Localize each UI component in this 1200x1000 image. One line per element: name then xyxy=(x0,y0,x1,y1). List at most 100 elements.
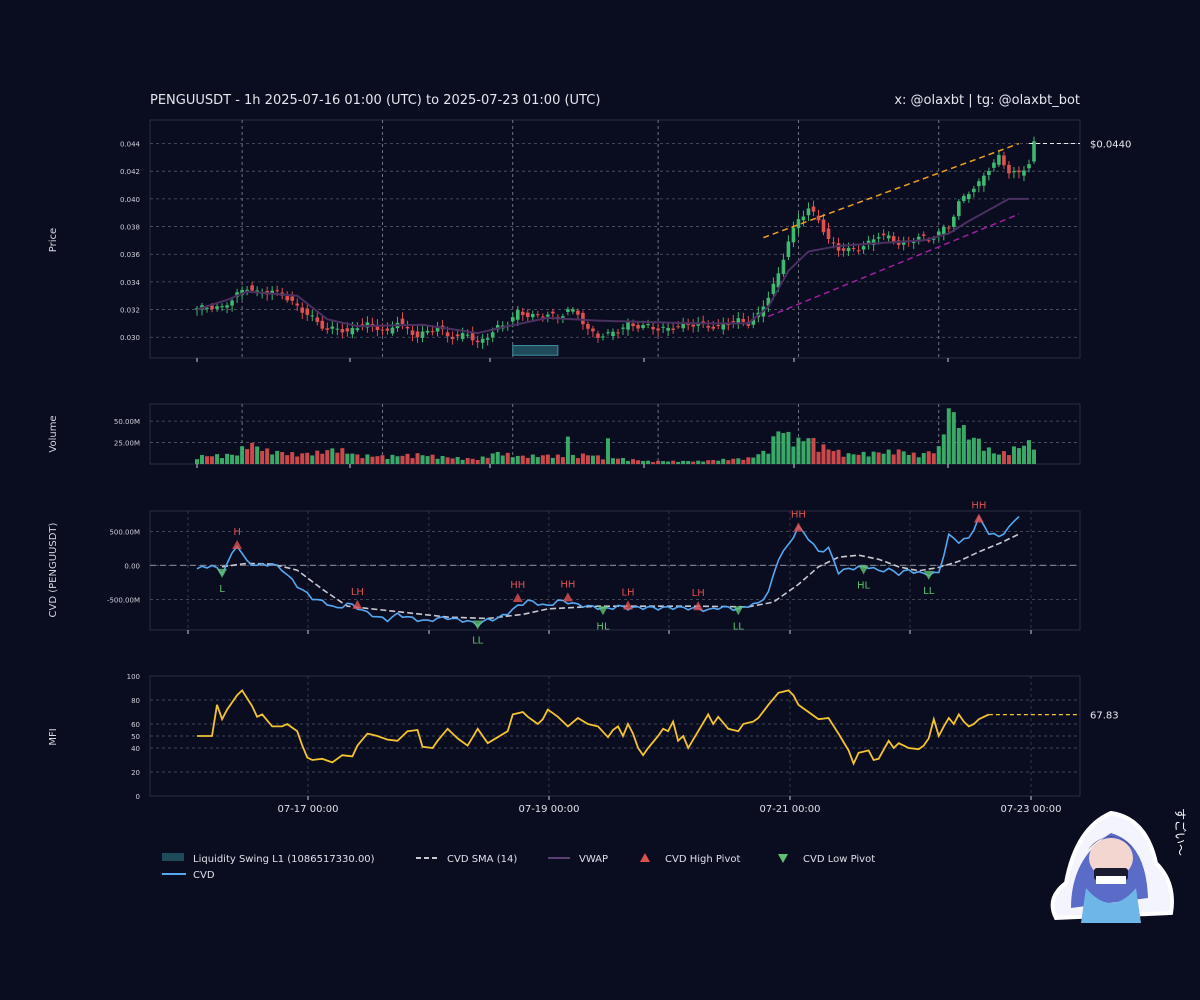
candle-body xyxy=(791,227,796,243)
candle-body xyxy=(536,314,540,316)
volume-bar xyxy=(395,456,400,464)
volume-bar xyxy=(350,453,355,464)
cvd-high-pivot-marker xyxy=(693,601,704,611)
volume-bar xyxy=(961,425,966,464)
candle-body xyxy=(831,242,836,244)
volume-bar xyxy=(911,452,916,464)
volume-bar xyxy=(260,450,265,464)
candle-body xyxy=(731,321,736,323)
cvd-pivot-label: LH xyxy=(692,588,705,599)
candle-body xyxy=(1032,141,1036,162)
volume-bar xyxy=(651,462,656,464)
volume-bar xyxy=(711,459,716,464)
volume-bar xyxy=(590,455,595,464)
volume-bar xyxy=(440,455,445,464)
candle-body xyxy=(641,324,645,328)
candle-body xyxy=(450,336,455,339)
volume-bar xyxy=(370,456,375,464)
price-axis-label: Price xyxy=(48,228,59,252)
candle-body xyxy=(581,312,585,325)
candle-body xyxy=(621,327,625,329)
cvd-low-pivot-marker xyxy=(217,568,228,578)
cvd-high-pivot-marker xyxy=(512,593,523,603)
trendline xyxy=(763,142,1020,239)
volume-bar xyxy=(230,454,235,464)
price-tick-label: 0.040 xyxy=(120,196,140,204)
legend-zone-swatch xyxy=(162,853,184,861)
volume-panel-frame xyxy=(149,403,1081,465)
candle-body xyxy=(275,290,279,292)
candle-body xyxy=(255,290,259,292)
volume-bar xyxy=(585,455,590,464)
candle-body xyxy=(470,331,475,341)
candle-body xyxy=(215,306,219,309)
volume-bar xyxy=(801,441,806,464)
volume-bar xyxy=(330,448,335,464)
volume-bar xyxy=(345,453,350,464)
candle-body xyxy=(771,283,776,295)
candle-body xyxy=(1002,155,1006,166)
volume-bar xyxy=(360,458,365,464)
volume-bar xyxy=(550,457,555,464)
volume-bar xyxy=(555,454,560,464)
candle-body xyxy=(856,250,861,252)
candle-body xyxy=(751,318,756,325)
candle-body xyxy=(345,328,350,332)
candle-body xyxy=(596,333,600,338)
candle-body xyxy=(876,237,881,239)
volume-bar xyxy=(786,431,791,464)
mfi-tick-label: 100 xyxy=(127,673,140,681)
volume-bar xyxy=(736,458,741,464)
volume-bar xyxy=(741,459,746,464)
volume-bar xyxy=(696,460,701,464)
volume-bar xyxy=(545,454,550,464)
volume-bar xyxy=(826,449,831,464)
candle-body xyxy=(611,331,615,337)
volume-bar xyxy=(490,453,495,464)
volume-bar xyxy=(435,458,440,464)
candle-body xyxy=(946,227,951,229)
candle-body xyxy=(425,330,430,333)
candle-body xyxy=(921,234,926,236)
volume-bar xyxy=(285,455,290,464)
candle-body xyxy=(430,331,435,333)
candle-body xyxy=(460,333,465,339)
volume-bar xyxy=(275,450,280,464)
volume-bar xyxy=(225,453,230,464)
volume-bar xyxy=(600,459,605,464)
volume-bar xyxy=(1006,455,1011,464)
volume-bar xyxy=(871,451,876,464)
volume-bar xyxy=(846,453,851,464)
candle-body xyxy=(510,317,515,322)
candle-body xyxy=(967,194,971,199)
volume-bar xyxy=(340,448,345,464)
candle-body xyxy=(335,328,340,330)
volume-bar xyxy=(220,458,225,464)
candle-body xyxy=(916,236,921,240)
candle-body xyxy=(691,324,695,327)
price-tick-label: 0.044 xyxy=(120,141,141,149)
volume-bar xyxy=(986,447,991,464)
candle-body xyxy=(741,318,746,322)
cvd-pivot-label: HH xyxy=(791,509,806,520)
volume-bar xyxy=(901,451,906,464)
price-tick-label: 0.034 xyxy=(120,279,141,287)
cvd-high-pivot-marker xyxy=(562,592,573,602)
candle-body xyxy=(310,315,315,317)
x-tick-label: 07-19 00:00 xyxy=(518,804,579,815)
cvd-pivot-label: L xyxy=(219,584,225,595)
candle-body xyxy=(1007,164,1011,174)
volume-bar xyxy=(525,457,530,464)
candle-body xyxy=(936,231,941,236)
candle-body xyxy=(465,334,470,336)
volume-bar xyxy=(641,460,646,464)
candle-body xyxy=(525,312,530,318)
candle-body xyxy=(997,154,1001,165)
cvd-high-pivot-marker xyxy=(352,599,363,609)
x-tick-label: 07-23 00:00 xyxy=(1000,804,1061,815)
price-tick-label: 0.030 xyxy=(120,334,140,342)
candle-body xyxy=(821,219,826,233)
volume-bar xyxy=(270,454,275,464)
cvd-tick-label: 500.00M xyxy=(109,528,140,536)
volume-bar xyxy=(455,456,460,464)
